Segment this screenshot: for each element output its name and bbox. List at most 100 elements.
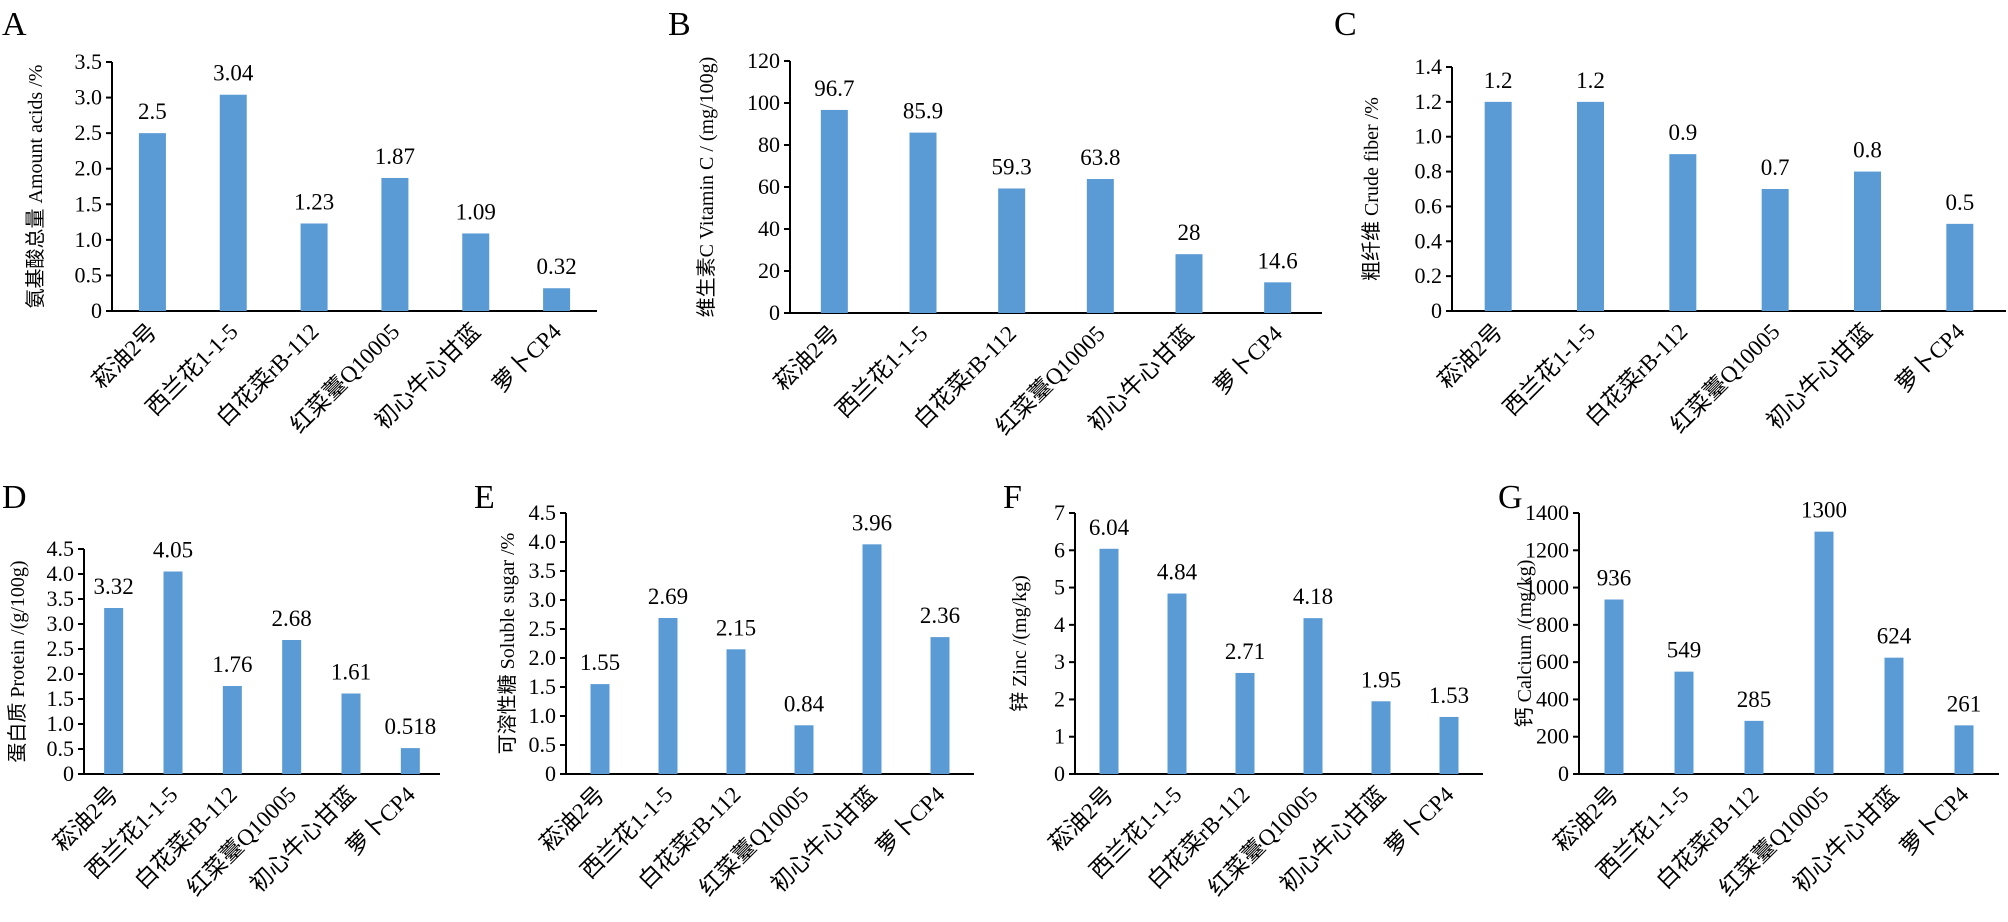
- y-axis-title-a: 氨基酸总量 Amount acids /%: [24, 65, 47, 309]
- y-tick-label-b: 0: [769, 300, 780, 325]
- bar-c-5: [1946, 223, 1974, 311]
- value-label-b-2: 59.3: [992, 154, 1032, 179]
- y-tick-label-e: 4.5: [529, 500, 557, 525]
- bar-b-2: [998, 188, 1026, 313]
- bar-a-3: [381, 177, 409, 311]
- y-axis-title-e: 可溶性糖 Soluble sugar /%: [496, 533, 519, 755]
- panel-letter-g: G: [1498, 479, 1523, 516]
- bar-e-2: [726, 649, 746, 774]
- value-label-c-4: 0.8: [1853, 138, 1882, 163]
- value-label-a-3: 1.87: [375, 144, 415, 169]
- bar-d-2: [222, 686, 242, 774]
- y-tick-label-c: 1.4: [1415, 54, 1443, 79]
- y-tick-label-e: 4.0: [529, 529, 557, 554]
- bar-g-3: [1814, 531, 1834, 774]
- bar-d-1: [163, 571, 183, 774]
- y-tick-label-c: 0.6: [1415, 193, 1443, 218]
- value-label-a-4: 1.09: [456, 199, 496, 224]
- y-axis-title-c: 粗纤维 Crude fiber /%: [1360, 97, 1383, 281]
- category-label-f-5: 萝卜CP4: [1380, 782, 1459, 861]
- bar-f-2: [1235, 672, 1255, 774]
- bar-e-3: [794, 725, 814, 774]
- bar-b-4: [1175, 254, 1203, 313]
- bar-a-0: [138, 133, 166, 311]
- bar-f-1: [1167, 593, 1187, 774]
- bar-b-5: [1264, 282, 1292, 313]
- y-tick-label-d: 3.0: [47, 611, 75, 636]
- y-tick-label-c: 0.2: [1415, 263, 1443, 288]
- y-tick-label-g: 1200: [1525, 537, 1569, 562]
- y-tick-label-b: 20: [758, 258, 780, 283]
- y-tick-label-e: 3.0: [529, 587, 557, 612]
- category-label-c-5: 萝卜CP4: [1891, 319, 1970, 398]
- y-tick-label-d: 2.0: [47, 661, 75, 686]
- bar-e-4: [862, 544, 882, 774]
- bar-f-0: [1099, 548, 1119, 774]
- panel-letter-f: F: [1003, 479, 1022, 516]
- y-tick-label-b: 80: [758, 132, 780, 157]
- value-label-g-0: 936: [1597, 566, 1632, 591]
- y-tick-label-g: 1000: [1525, 575, 1569, 600]
- y-tick-label-c: 0: [1431, 298, 1442, 323]
- value-label-e-4: 3.96: [852, 510, 892, 535]
- value-label-b-3: 63.8: [1080, 145, 1120, 170]
- y-tick-label-f: 2: [1054, 686, 1065, 711]
- value-label-g-5: 261: [1947, 691, 1982, 716]
- panel-a: A 氨基酸总量 Amount acids /% 0 0.5 1.0 1.5 2.0 2.5 3.…: [2, 6, 597, 438]
- value-label-a-2: 1.23: [294, 189, 334, 214]
- y-tick-label-e: 1.0: [529, 703, 557, 728]
- bar-b-1: [909, 132, 937, 313]
- panel-f: F锌 Zinc /(mg/kg)012345676.04菘油2号4.84西兰花1…: [1003, 479, 1483, 901]
- y-tick-label-a: 2.0: [75, 156, 103, 181]
- y-tick-label-e: 3.5: [529, 558, 557, 583]
- y-tick-label-g: 400: [1536, 686, 1569, 711]
- value-label-d-2: 1.76: [212, 652, 252, 677]
- value-label-a-5: 0.32: [536, 254, 576, 279]
- category-label-b-5: 萝卜CP4: [1209, 321, 1288, 400]
- y-axis-title-b: 维生素C Vitamin C / (mg/100g): [695, 57, 718, 318]
- y-tick-label-f: 7: [1054, 500, 1065, 525]
- bar-c-4: [1854, 171, 1881, 311]
- category-label-b-0: 菘油2号: [769, 321, 844, 396]
- value-label-g-2: 285: [1737, 687, 1772, 712]
- y-tick-label-a: 1.0: [75, 227, 103, 252]
- value-label-d-5: 0.518: [384, 714, 436, 739]
- y-tick-label-d: 1.0: [47, 711, 75, 736]
- bar-c-3: [1761, 189, 1789, 311]
- panel-c: C 粗纤维 Crude fiber /% 0 0.2 0.4 0.6 0.8 1.0 1.2 1.…: [1334, 6, 2006, 438]
- value-label-d-3: 2.68: [272, 606, 312, 631]
- bar-d-4: [341, 693, 361, 774]
- bar-d-0: [104, 608, 124, 774]
- y-tick-label-e: 2.0: [529, 645, 557, 670]
- y-tick-label-f: 5: [1054, 575, 1065, 600]
- y-tick-label-f: 3: [1054, 649, 1065, 674]
- y-tick-label-f: 0: [1054, 761, 1065, 786]
- panel-letter-c: C: [1334, 6, 1357, 43]
- y-tick-label-a: 0: [91, 298, 102, 323]
- y-tick-label-a: 3.0: [75, 85, 103, 110]
- value-label-e-1: 2.69: [648, 584, 688, 609]
- value-label-f-5: 1.53: [1429, 683, 1469, 708]
- bar-g-4: [1884, 657, 1904, 774]
- y-tick-label-f: 1: [1054, 724, 1065, 749]
- bar-d-3: [282, 640, 302, 774]
- category-label-c-1: 西兰花1-1-5: [1498, 319, 1600, 421]
- category-label-g-5: 萝卜CP4: [1895, 782, 1974, 861]
- y-tick-label-e: 0: [545, 761, 556, 786]
- value-label-c-5: 0.5: [1945, 190, 1974, 215]
- y-tick-label-d: 1.5: [47, 686, 75, 711]
- y-tick-label-f: 6: [1054, 537, 1065, 562]
- y-tick-label-g: 200: [1536, 724, 1569, 749]
- value-label-g-4: 624: [1877, 624, 1912, 649]
- bar-c-2: [1669, 154, 1697, 311]
- bar-a-4: [462, 233, 490, 311]
- y-tick-label-c: 1.0: [1415, 124, 1443, 149]
- bar-g-0: [1604, 599, 1624, 774]
- bar-f-5: [1439, 716, 1459, 774]
- y-tick-label-g: 0: [1558, 761, 1569, 786]
- bar-e-0: [590, 684, 610, 774]
- y-tick-label-a: 2.5: [75, 120, 103, 145]
- bar-c-0: [1484, 101, 1512, 311]
